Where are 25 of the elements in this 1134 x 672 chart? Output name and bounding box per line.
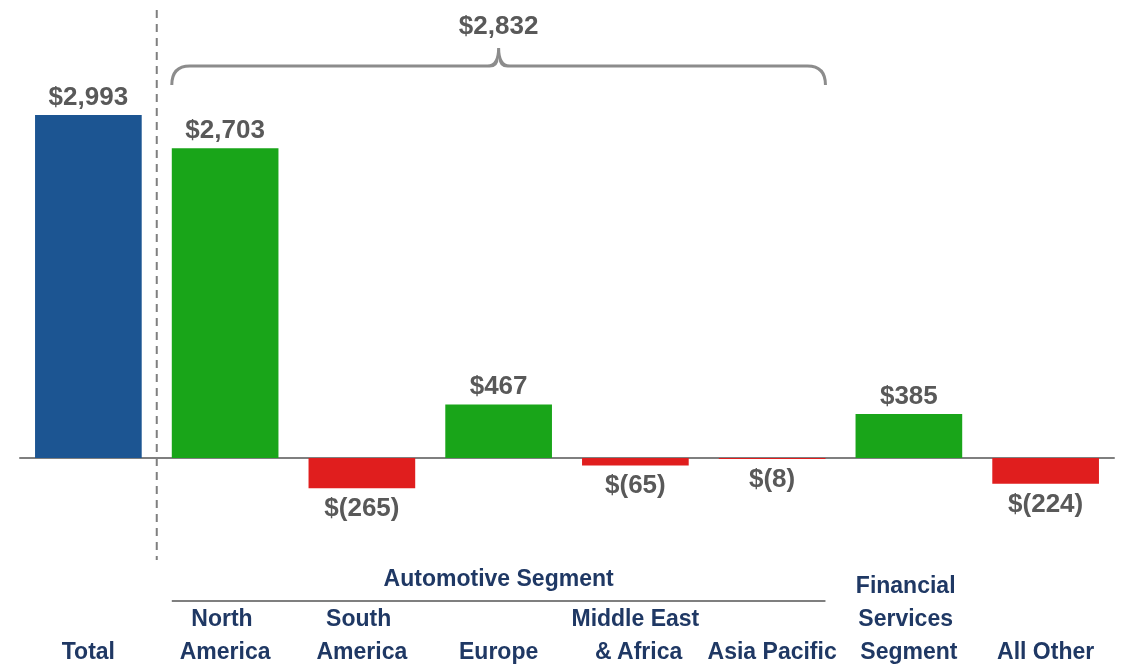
x-tick-label: All Other: [997, 637, 1095, 664]
x-tick-label: Europe: [459, 637, 539, 664]
bar: [171, 148, 279, 458]
x-tick-label: Asia Pacific: [707, 637, 837, 664]
x-tick-label: Middle East & Africa: [571, 604, 700, 664]
bar: [582, 458, 689, 466]
x-tick-label: North America: [179, 604, 271, 664]
data-label: $(8): [749, 462, 796, 493]
data-label: $(65): [605, 469, 666, 500]
data-label: $467: [469, 370, 528, 401]
x-tick-label: Total: [61, 637, 115, 664]
x-tick-label: Financial Services Segment: [855, 571, 962, 664]
x-tick-label: South America: [316, 604, 408, 664]
data-label: $(224): [1008, 487, 1084, 518]
data-label: $2,703: [185, 114, 265, 145]
bar: [445, 404, 552, 458]
text: $2,832: [458, 10, 539, 41]
text: Automotive Segment: [383, 565, 614, 592]
bar: [308, 458, 416, 489]
data-label: $385: [879, 379, 938, 410]
data-label: $2,993: [48, 81, 129, 111]
bar: [35, 115, 142, 458]
bar: [855, 413, 963, 458]
data-label: $(265): [324, 492, 400, 523]
bar: [992, 458, 1099, 484]
